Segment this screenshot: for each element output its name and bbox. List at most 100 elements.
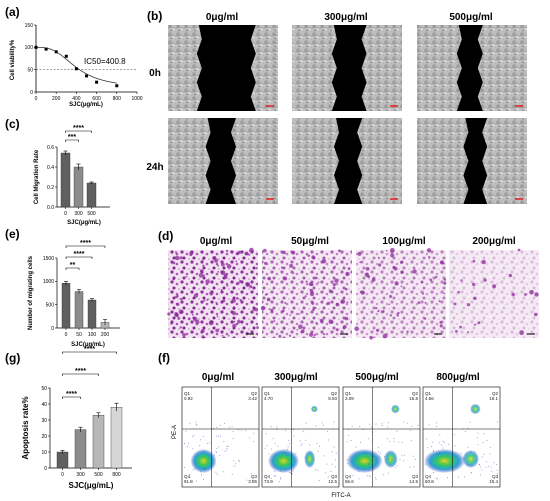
scratch-gap xyxy=(334,118,363,204)
quadrant-value: Q2 8.93 xyxy=(328,391,337,401)
quadrant-value: Q2 15.8 xyxy=(409,391,418,401)
quadrant-name: Q2 xyxy=(251,391,258,396)
significance-label: ** xyxy=(70,262,76,269)
xtick-label: 0 xyxy=(65,332,68,338)
quadrant-value: Q2 3.42 xyxy=(248,391,257,401)
transwell-col-2: 100μg/ml xyxy=(382,236,426,247)
chart-a: Cell viability% SJC(μg/mL) IC50=400.8 0 5… xyxy=(10,23,143,108)
c-xlabel: SJC(μg/mL) xyxy=(67,220,101,226)
scratch-col-0: 0μg/ml xyxy=(206,12,238,23)
scratch-image-1-1 xyxy=(292,118,402,204)
significance-label: **** xyxy=(80,240,91,247)
a-point xyxy=(115,84,119,88)
quadrant-value: Q3 14.5 xyxy=(409,474,418,484)
significance-bracket xyxy=(62,373,99,376)
flow-col-1: 300μg/ml xyxy=(274,372,318,383)
scratch-gap xyxy=(456,25,483,111)
ytick-label: 20 xyxy=(41,434,47,440)
xtick-label: 300 xyxy=(74,211,83,217)
quadrant-percent: 12.5 xyxy=(328,479,337,484)
panel-label-a: (a) xyxy=(5,5,20,19)
a-ytick-label: 150 xyxy=(25,23,34,29)
quadrant-percent: 0.92 xyxy=(184,396,193,401)
transwell-image-3 xyxy=(449,248,539,338)
scratch-row-1: 24h xyxy=(146,162,163,173)
quadrant-value: Q1 0.92 xyxy=(184,391,193,401)
a-xlabel: SJC(μg/mL) xyxy=(69,102,103,108)
a-point xyxy=(44,47,48,51)
quadrant-name: Q3 xyxy=(412,474,419,479)
quadrant-name: Q2 xyxy=(331,391,338,396)
quadrant-percent: 3.09 xyxy=(345,396,354,401)
quadrant-value: Q1 3.09 xyxy=(345,391,354,401)
ytick-label: 1500 xyxy=(43,256,54,262)
significance-bracket xyxy=(62,396,81,399)
quadrant-value: Q4 60.8 xyxy=(425,474,434,484)
quadrant-name: Q1 xyxy=(264,391,271,396)
panel-label-g: (g) xyxy=(5,351,20,365)
significance-label: **** xyxy=(66,391,77,398)
bar xyxy=(73,166,84,208)
a-point xyxy=(54,50,58,54)
xtick-label: 500 xyxy=(94,472,103,478)
quadrant-name: Q3 xyxy=(251,474,258,479)
a-ytick-label: 100 xyxy=(25,45,34,51)
ytick-label: 0 xyxy=(44,466,47,472)
a-ytick-label: 50 xyxy=(27,67,33,73)
bar xyxy=(92,415,105,469)
quadrant-name: Q3 xyxy=(331,474,338,479)
quadrant-percent: 8.93 xyxy=(328,396,337,401)
e-xlabel: SJC(μg/mL) xyxy=(71,342,105,348)
bar xyxy=(110,407,123,469)
significance-bracket xyxy=(65,139,79,142)
xtick-label: 0 xyxy=(64,211,67,217)
quadrant-percent: 3.42 xyxy=(248,396,257,401)
transwell-col-3: 200μg/ml xyxy=(472,236,516,247)
significance-label: *** xyxy=(68,134,76,141)
xtick-label: 0 xyxy=(61,472,64,478)
scratch-col-2: 500μg/ml xyxy=(449,12,493,23)
scratch-col-1: 300μg/ml xyxy=(324,12,368,23)
a-ylabel: Cell viability% xyxy=(10,39,16,80)
transwell-col-1: 50μg/ml xyxy=(291,236,329,247)
flow-plot-1: Q1 4.70 Q2 8.93 Q4 73.9 Q3 12.5 xyxy=(261,386,340,488)
panel-label-c: (c) xyxy=(5,117,20,131)
g-xlabel: SJC(μg/mL) xyxy=(69,481,114,490)
significance-label: **** xyxy=(75,368,86,375)
quadrant-percent: 3.85 xyxy=(248,479,257,484)
g-ylabel: Apoptosis rate% xyxy=(21,396,30,459)
flow-col-2: 500μg/ml xyxy=(355,372,399,383)
quadrant-percent: 14.5 xyxy=(409,479,418,484)
ytick-label: 1000 xyxy=(43,279,54,285)
quadrant-value: Q3 15.4 xyxy=(489,474,498,484)
quadrant-name: Q3 xyxy=(492,474,499,479)
quadrant-value: Q3 3.85 xyxy=(248,474,257,484)
transwell-assay: 0μg/ml 50μg/ml 100μg/ml 200μg/ml xyxy=(167,236,539,340)
quadrant-value: Q4 73.9 xyxy=(264,474,273,484)
a-point xyxy=(74,67,78,71)
ytick-label: 0.2 xyxy=(47,185,54,191)
significance-bracket xyxy=(65,267,80,270)
panel-label-f: (f) xyxy=(158,351,170,365)
significance-bracket xyxy=(65,130,92,133)
quadrant-value: Q1 4.66 xyxy=(425,391,434,401)
xtick-label: 200 xyxy=(101,332,110,338)
scratch-gap xyxy=(196,25,256,111)
transwell-image-0 xyxy=(167,247,259,339)
flow-plot-3: Q1 4.66 Q2 19.1 Q4 60.8 Q3 15.4 xyxy=(422,386,501,488)
c-ylabel: Cell Migration Rate xyxy=(34,149,40,204)
quadrant-percent: 91.8 xyxy=(184,479,193,484)
bar xyxy=(60,152,71,208)
ytick-label: 30 xyxy=(41,418,47,424)
quadrant-name: Q1 xyxy=(345,391,352,396)
a-annotation: IC50=400.8 xyxy=(84,57,126,66)
flow-col-0: 0μg/ml xyxy=(202,372,234,383)
quadrant-value: Q4 66.6 xyxy=(345,474,354,484)
a-xtick-label: 0 xyxy=(35,96,38,102)
significance-bracket xyxy=(65,256,93,259)
scratch-row-0: 0h xyxy=(149,68,161,79)
flow-ylabel: PE-A xyxy=(172,425,178,439)
xtick-label: 300 xyxy=(76,472,85,478)
transwell-image-2 xyxy=(354,247,447,340)
